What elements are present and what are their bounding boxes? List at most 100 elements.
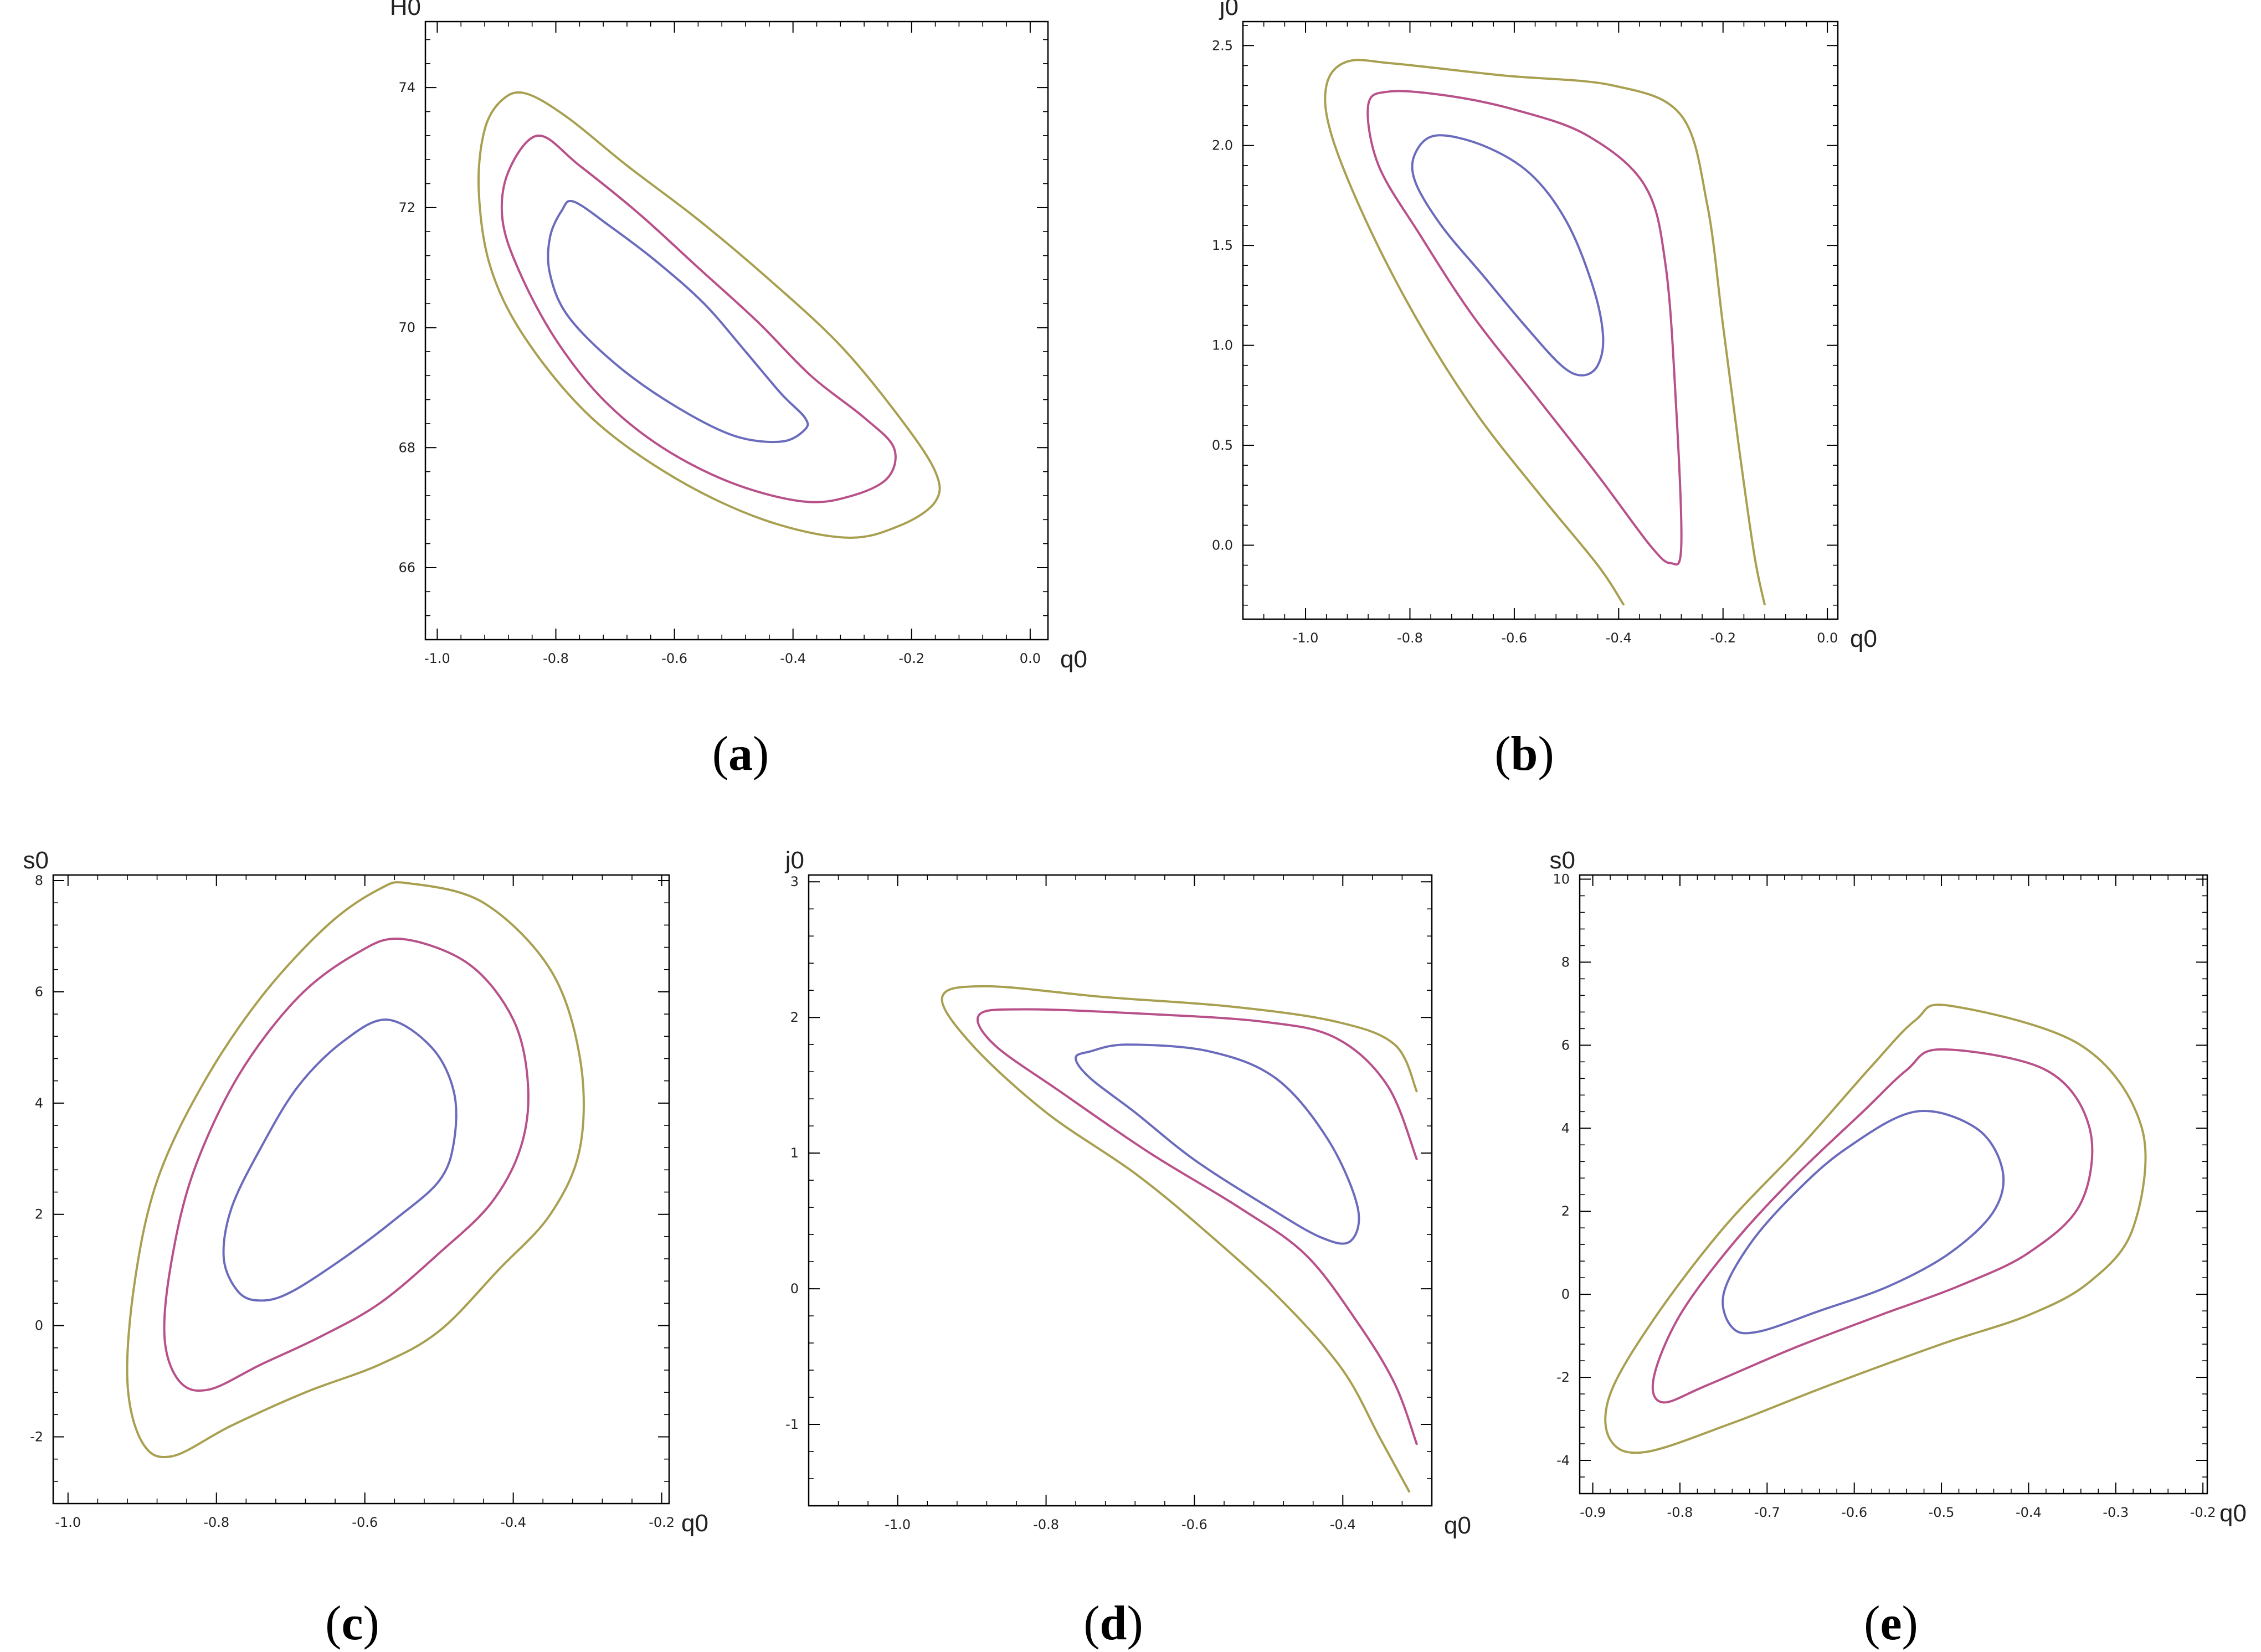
contour-line-1 [1722, 1110, 2005, 1335]
x-tick-label: -0.6 [1501, 630, 1527, 646]
x-tick-label: -0.4 [1330, 1517, 1356, 1532]
x-tick-label: -0.8 [1667, 1505, 1693, 1520]
panel-caption: (d) [1083, 1597, 1143, 1650]
y-tick-label: 2 [35, 1207, 43, 1222]
y-tick-label: 0.0 [1212, 537, 1233, 553]
x-tick-label: -0.4 [1606, 630, 1632, 646]
panel-c: -1.0 -0.8 -0.6 -0.4 -0.2 -2 0 2 4 6 8 q0 s0 (c) [23, 847, 708, 1650]
x-tick-label: -0.4 [500, 1515, 526, 1530]
contour-line-3 [1324, 59, 1766, 606]
x-tick-label: -0.7 [1754, 1505, 1780, 1520]
x-tick-label: -0.8 [543, 651, 569, 666]
contour-line-1 [547, 199, 809, 444]
y-tick-label: 74 [398, 80, 415, 95]
contour-group [126, 881, 585, 1459]
x-tick-label: -1.0 [1293, 630, 1319, 646]
x-tick-label: -0.8 [1033, 1517, 1059, 1532]
x-tick-label: -0.2 [2190, 1505, 2216, 1520]
contour-group [941, 985, 1419, 1493]
x-tick-label: -0.9 [1580, 1505, 1606, 1520]
y-tick-label: 8 [1561, 954, 1570, 970]
y-tick-label: 3 [790, 874, 799, 889]
panel-d: -1.0 -0.8 -0.6 -0.4 -1 0 1 2 3 q0 j0 (d) [784, 847, 1471, 1650]
plot-frame [424, 20, 1049, 641]
y-axis-label: H0 [390, 0, 421, 20]
y-tick-label: 1.5 [1212, 238, 1233, 253]
y-axis-label: j0 [784, 847, 804, 874]
y-axis-label: s0 [23, 847, 49, 874]
contour-line-3 [126, 881, 585, 1459]
x-tick-label: -0.2 [898, 651, 924, 666]
y-tick-label: 4 [1561, 1120, 1570, 1136]
y-tick-label: 0 [1561, 1286, 1570, 1302]
y-tick-label: 70 [398, 320, 415, 336]
y-tick-label: 2.5 [1212, 38, 1233, 53]
contour-group [1324, 59, 1766, 606]
y-tick-label: 2 [790, 1010, 799, 1025]
contour-group [1604, 1003, 2147, 1454]
y-tick-label: 1 [790, 1145, 799, 1161]
y-tick-label: -2 [30, 1429, 43, 1444]
y-tick-label: 68 [398, 440, 415, 455]
panel-caption: (a) [712, 727, 769, 781]
y-tick-label: 2.0 [1212, 138, 1233, 153]
contour-line-2 [1651, 1048, 2094, 1404]
contour-line-2 [1366, 90, 1683, 566]
panel-a: -1.0 -0.8 -0.6 -0.4 -0.2 0.0 66 68 70 72 74 q0 H0 (a) [390, 0, 1087, 781]
panel-e: -0.9 -0.8 -0.7 -0.6 -0.5 -0.4 -0.3 -0.2 -4 -2 0 2 4 6… [1550, 847, 2247, 1650]
plot-frame [808, 874, 1433, 1507]
x-tick-label: -0.5 [1929, 1505, 1955, 1520]
contour-line-1 [1075, 1043, 1360, 1245]
x-axis-label: q0 [1850, 625, 1877, 652]
x-axis-label: q0 [1444, 1512, 1471, 1539]
x-tick-label: -0.4 [780, 651, 806, 666]
x-tick-label: -0.4 [2016, 1505, 2042, 1520]
x-tick-label: -0.6 [352, 1515, 378, 1530]
x-axis-label: q0 [681, 1510, 708, 1537]
x-tick-label: -0.6 [661, 651, 687, 666]
y-tick-label: -4 [1556, 1453, 1570, 1468]
x-tick-label: -1.0 [424, 651, 450, 666]
x-tick-label: 0.0 [1020, 651, 1041, 666]
x-tick-label: 0.0 [1817, 630, 1838, 646]
y-tick-label: 66 [398, 560, 415, 575]
contour-line-1 [1411, 134, 1605, 377]
y-tick-label: -2 [1556, 1370, 1570, 1385]
x-axis-label: q0 [1060, 646, 1087, 673]
x-tick-label: -0.2 [649, 1515, 675, 1530]
y-tick-label: 0.5 [1212, 438, 1233, 453]
x-tick-label: -0.8 [1397, 630, 1423, 646]
x-tick-label: -1.0 [55, 1515, 81, 1530]
y-axis-label: j0 [1219, 0, 1239, 20]
panel-caption: (c) [325, 1597, 379, 1650]
x-tick-label: -0.8 [203, 1515, 229, 1530]
plot-frame [1579, 874, 2208, 1495]
y-axis-label: s0 [1550, 847, 1575, 874]
y-tick-label: 1.0 [1212, 338, 1233, 353]
y-tick-label: 2 [1561, 1203, 1570, 1219]
y-tick-label: 6 [1561, 1037, 1570, 1053]
y-tick-label: 72 [398, 200, 415, 215]
y-tick-label: -1 [785, 1417, 799, 1432]
plot-frame [52, 874, 670, 1505]
x-tick-label: -0.3 [2103, 1505, 2129, 1520]
plot-frame [1242, 20, 1839, 620]
contour-line-2 [500, 134, 897, 503]
y-tick-label: 8 [35, 873, 43, 888]
x-tick-label: -0.6 [1181, 1517, 1207, 1532]
y-tick-label: 0 [790, 1281, 799, 1296]
contour-line-2 [163, 937, 530, 1392]
y-tick-label: 10 [1553, 871, 1570, 887]
contour-line-3 [1604, 1003, 2147, 1454]
y-tick-label: 6 [35, 984, 43, 1000]
contour-line-1 [222, 1018, 458, 1302]
x-tick-label: -0.2 [1710, 630, 1736, 646]
contour-line-2 [976, 1008, 1419, 1445]
panel-b: -1.0 -0.8 -0.6 -0.4 -0.2 0.0 0.0 0.5 1.0 1.5 2.0 2.… [1212, 0, 1877, 781]
panel-caption: (b) [1494, 727, 1554, 781]
y-tick-label: 0 [35, 1318, 43, 1334]
contour-line-3 [941, 985, 1419, 1493]
x-tick-label: -1.0 [885, 1517, 911, 1532]
panel-caption: (e) [1864, 1597, 1918, 1650]
